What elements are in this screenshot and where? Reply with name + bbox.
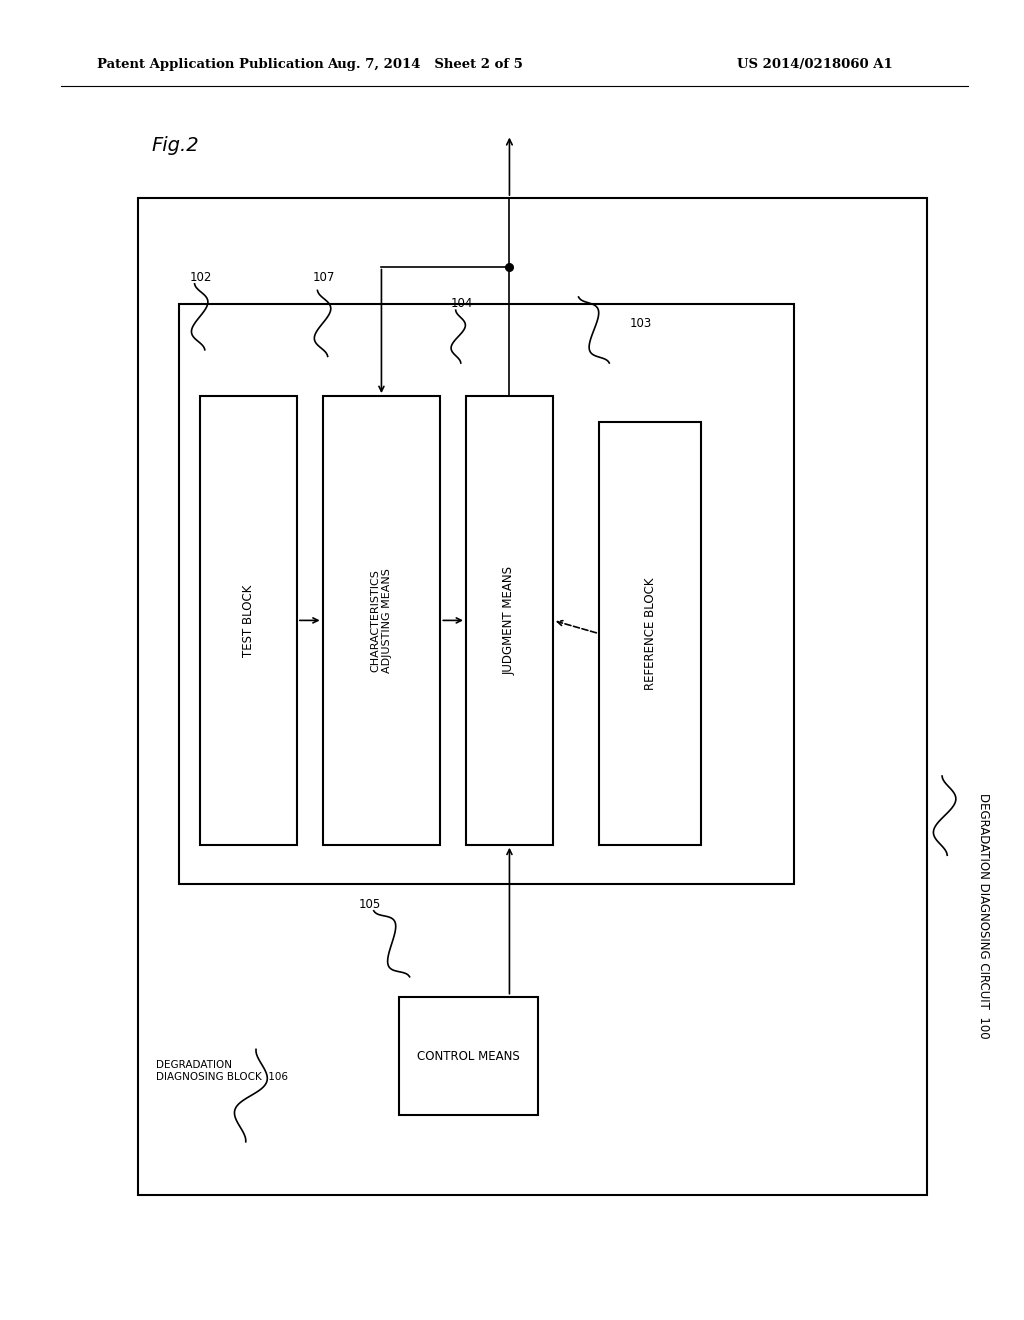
Text: DEGRADATION DIAGNOSING CIRCUIT  100: DEGRADATION DIAGNOSING CIRCUIT 100 [977, 793, 989, 1039]
Text: CONTROL MEANS: CONTROL MEANS [417, 1049, 520, 1063]
Text: US 2014/0218060 A1: US 2014/0218060 A1 [737, 58, 893, 71]
Text: JUDGMENT MEANS: JUDGMENT MEANS [503, 566, 516, 675]
Text: 102: 102 [189, 271, 212, 284]
Text: 107: 107 [312, 271, 335, 284]
Text: Fig.2: Fig.2 [152, 136, 200, 154]
Text: 104: 104 [451, 297, 473, 310]
Bar [399, 997, 538, 1115]
Bar [179, 304, 794, 884]
Text: 103: 103 [630, 317, 652, 330]
Bar [599, 422, 701, 845]
Text: CHARACTERISTICS
ADJUSTING MEANS: CHARACTERISTICS ADJUSTING MEANS [371, 568, 392, 673]
Text: 105: 105 [358, 898, 381, 911]
Text: REFERENCE BLOCK: REFERENCE BLOCK [644, 577, 656, 690]
Text: DEGRADATION
DIAGNOSING BLOCK  106: DEGRADATION DIAGNOSING BLOCK 106 [156, 1060, 288, 1082]
Bar [466, 396, 553, 845]
Text: Aug. 7, 2014   Sheet 2 of 5: Aug. 7, 2014 Sheet 2 of 5 [327, 58, 523, 71]
Bar [200, 396, 297, 845]
Bar [323, 396, 440, 845]
Text: Patent Application Publication: Patent Application Publication [97, 58, 324, 71]
Text: TEST BLOCK: TEST BLOCK [242, 585, 255, 656]
Bar [138, 198, 927, 1195]
